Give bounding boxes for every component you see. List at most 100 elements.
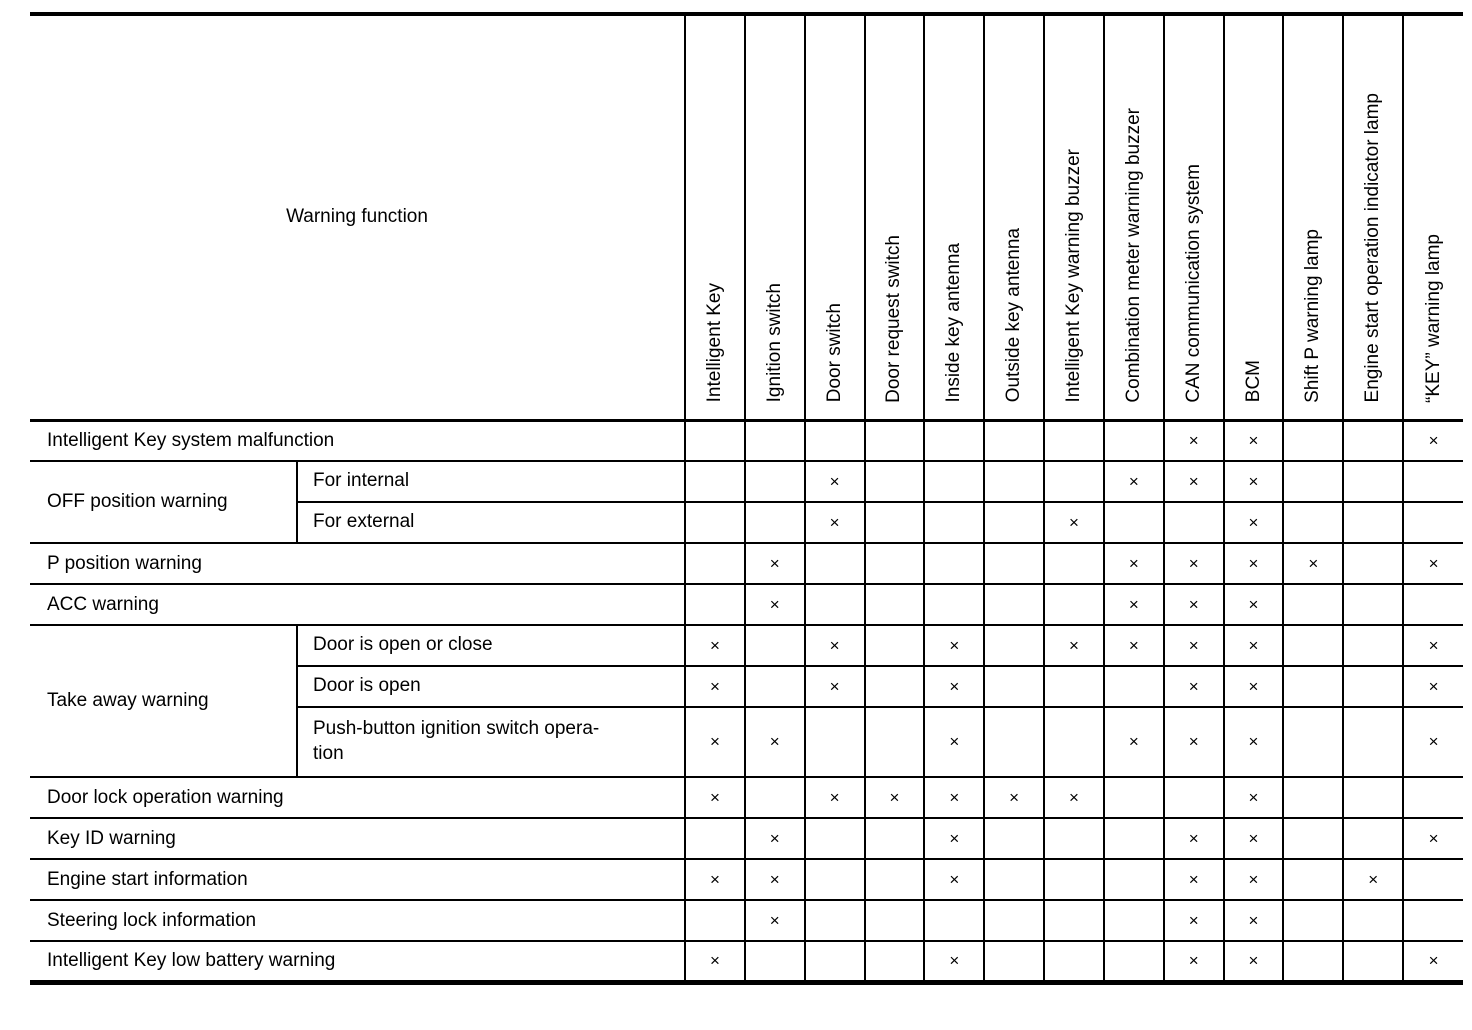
mark-cell: [983, 858, 1046, 901]
mark-cell: ×: [1222, 817, 1285, 860]
mark-cell: ×: [923, 776, 986, 819]
mark-cell: ×: [1162, 817, 1225, 860]
table-row: For external × × ×: [30, 501, 1463, 544]
mark-cell: [1402, 501, 1463, 544]
mark-cell: [1282, 858, 1345, 901]
mark-cell: [803, 858, 866, 901]
mark-cell: [1043, 460, 1105, 503]
row-label: Intelligent Key low battery warning: [30, 940, 686, 983]
mark-cell: [983, 940, 1046, 983]
mark-cell: ×: [1402, 419, 1463, 462]
mark-cell: [1402, 776, 1463, 819]
mark-cell: [684, 419, 746, 462]
mark-cell: ×: [923, 940, 986, 983]
mark-cell: [863, 624, 926, 667]
mark-cell: ×: [1402, 817, 1463, 860]
mark-cell: [743, 419, 806, 462]
mark-cell: ×: [743, 542, 806, 585]
mark-cell: [863, 583, 926, 626]
table-row: Door is open × × × × × ×: [30, 665, 1463, 708]
row-label: Door lock operation warning: [30, 776, 686, 819]
mark-cell: [923, 542, 986, 585]
mark-cell: [684, 460, 746, 503]
warning-function-matrix-table: Warning function Intelligent Key Ignition…: [30, 12, 1463, 985]
mark-cell: [983, 899, 1046, 942]
mark-cell: ×: [1402, 706, 1463, 778]
mark-cell: ×: [923, 817, 986, 860]
mark-cell: [1282, 817, 1345, 860]
mark-cell: ×: [1402, 665, 1463, 708]
table-row: Push-button ignition switch opera- tion ×…: [30, 706, 1463, 778]
mark-cell: [1102, 501, 1165, 544]
column-header-cell: Intelligent Key: [684, 13, 746, 422]
mark-cell: [743, 665, 806, 708]
mark-cell: ×: [743, 817, 806, 860]
mark-cell: [803, 419, 866, 462]
mark-cell: ×: [1222, 419, 1285, 462]
mark-cell: [684, 501, 746, 544]
mark-cell: [1342, 706, 1405, 778]
mark-cell: [743, 624, 806, 667]
matrix-body: Intelligent Key system malfunction × × × OFF…: [30, 419, 1463, 983]
mark-cell: ×: [1162, 665, 1225, 708]
corner-header-cell: Warning function: [30, 13, 686, 422]
mark-cell: [1043, 858, 1105, 901]
mark-cell: [1282, 624, 1345, 667]
mark-cell: [1102, 665, 1165, 708]
mark-cell: [1282, 583, 1345, 626]
mark-cell: ×: [1162, 583, 1225, 626]
row-group-label: OFF position warning: [30, 460, 298, 544]
column-header-label: BCM: [1242, 360, 1264, 403]
mark-cell: [1282, 501, 1345, 544]
mark-cell: ×: [803, 776, 866, 819]
mark-cell: ×: [803, 624, 866, 667]
mark-cell: [983, 460, 1046, 503]
mark-cell: [743, 460, 806, 503]
mark-cell: [1162, 776, 1225, 819]
column-header-cell: “KEY” warning lamp: [1402, 13, 1463, 422]
mark-cell: [803, 940, 866, 983]
mark-cell: ×: [1162, 899, 1225, 942]
row-group-label: Take away warning: [30, 624, 298, 778]
mark-cell: [1102, 776, 1165, 819]
mark-cell: [1402, 583, 1463, 626]
sub-row-label: For internal: [296, 460, 686, 503]
mark-cell: ×: [1282, 542, 1345, 585]
column-header-cell: Door request switch: [863, 13, 926, 422]
mark-cell: [803, 583, 866, 626]
mark-cell: ×: [803, 460, 866, 503]
mark-cell: ×: [684, 776, 746, 819]
mark-cell: [863, 858, 926, 901]
mark-cell: ×: [923, 665, 986, 708]
mark-cell: [803, 706, 866, 778]
mark-cell: ×: [923, 858, 986, 901]
mark-cell: ×: [1043, 776, 1105, 819]
mark-cell: ×: [1222, 501, 1285, 544]
mark-cell: ×: [1162, 940, 1225, 983]
mark-cell: ×: [684, 624, 746, 667]
mark-cell: [1282, 940, 1345, 983]
table-row: Engine start information × × × × × ×: [30, 858, 1463, 901]
column-header-cell: Inside key antenna: [923, 13, 986, 422]
table-row: ACC warning × × × ×: [30, 583, 1463, 626]
mark-cell: [1342, 583, 1405, 626]
mark-cell: [1282, 776, 1345, 819]
table-row: Intelligent Key system malfunction × × ×: [30, 419, 1463, 462]
mark-cell: ×: [1162, 542, 1225, 585]
mark-cell: [983, 583, 1046, 626]
mark-cell: ×: [743, 899, 806, 942]
mark-cell: ×: [1222, 542, 1285, 585]
mark-cell: [743, 940, 806, 983]
mark-cell: [863, 706, 926, 778]
mark-cell: ×: [1162, 624, 1225, 667]
mark-cell: [983, 501, 1046, 544]
mark-cell: [1043, 665, 1105, 708]
mark-cell: ×: [1222, 624, 1285, 667]
mark-cell: [1402, 460, 1463, 503]
column-header-cell: CAN communication system: [1162, 13, 1225, 422]
mark-cell: [863, 940, 926, 983]
mark-cell: [684, 817, 746, 860]
mark-cell: ×: [684, 940, 746, 983]
sub-row-label: Door is open or close: [296, 624, 686, 667]
mark-cell: [684, 542, 746, 585]
